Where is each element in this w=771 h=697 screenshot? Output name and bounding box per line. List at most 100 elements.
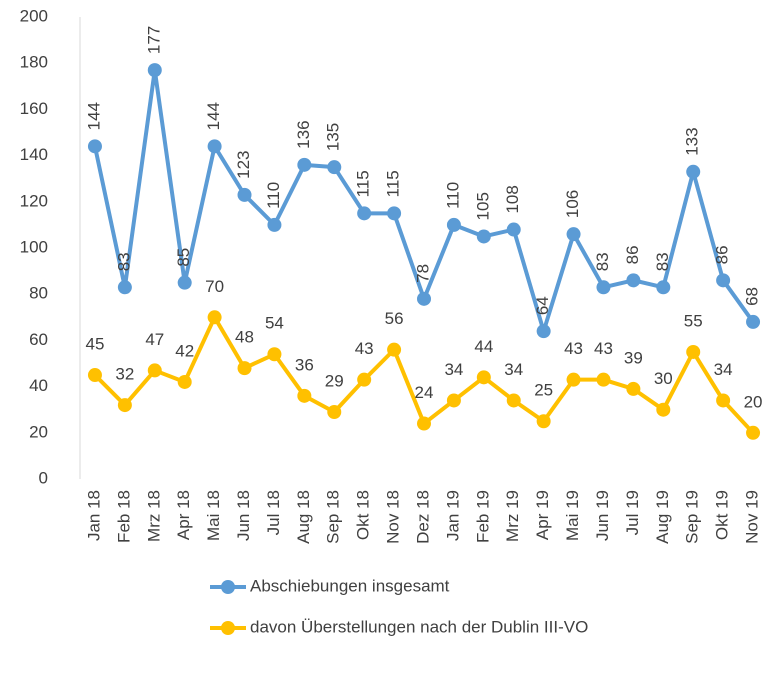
y-tick-label: 180 bbox=[20, 53, 48, 72]
data-label: 64 bbox=[533, 296, 552, 315]
data-point bbox=[357, 206, 372, 221]
y-tick-label: 140 bbox=[20, 145, 48, 164]
legend-label: Abschiebungen insgesamt bbox=[250, 576, 450, 595]
data-point bbox=[357, 372, 372, 387]
data-label: 30 bbox=[654, 369, 673, 388]
data-point bbox=[267, 217, 282, 232]
x-tick-label: Feb 18 bbox=[114, 490, 133, 543]
legend-marker bbox=[221, 621, 235, 635]
y-tick-label: 160 bbox=[20, 99, 48, 118]
data-label: 136 bbox=[294, 120, 313, 148]
data-label: 25 bbox=[534, 381, 553, 400]
x-tick-label: Okt 19 bbox=[713, 490, 732, 540]
data-label: 55 bbox=[684, 311, 703, 330]
data-point bbox=[87, 368, 102, 383]
data-point bbox=[207, 310, 222, 325]
data-label: 45 bbox=[85, 335, 104, 354]
data-label: 32 bbox=[115, 365, 134, 384]
data-label: 110 bbox=[264, 182, 283, 209]
data-point bbox=[446, 393, 461, 408]
x-tick-label: Nov 18 bbox=[384, 490, 403, 544]
data-point bbox=[177, 374, 192, 389]
x-tick-label: Sep 18 bbox=[324, 490, 343, 544]
data-label: 36 bbox=[295, 355, 314, 374]
x-tick-label: Mai 18 bbox=[204, 490, 223, 541]
data-point bbox=[417, 416, 431, 431]
y-tick-label: 40 bbox=[29, 376, 48, 395]
x-tick-label: Jul 19 bbox=[623, 490, 642, 535]
data-label: 56 bbox=[385, 309, 404, 328]
data-label: 177 bbox=[144, 26, 163, 54]
data-point bbox=[237, 187, 252, 202]
data-label: 78 bbox=[413, 264, 432, 283]
x-tick-label: Jan 19 bbox=[443, 490, 462, 541]
data-label: 108 bbox=[503, 185, 522, 213]
data-point bbox=[626, 273, 641, 288]
data-label: 86 bbox=[713, 245, 732, 264]
x-tick-label: Apr 18 bbox=[174, 490, 193, 540]
data-point bbox=[87, 139, 102, 154]
data-label: 133 bbox=[683, 127, 702, 155]
data-label: 43 bbox=[594, 339, 613, 358]
data-point bbox=[596, 280, 611, 295]
data-label: 39 bbox=[624, 348, 643, 367]
data-label: 47 bbox=[145, 330, 164, 349]
data-label: 144 bbox=[204, 102, 223, 130]
data-label: 29 bbox=[325, 371, 344, 390]
data-point bbox=[476, 229, 491, 244]
y-tick-label: 120 bbox=[20, 191, 48, 210]
data-point bbox=[387, 206, 402, 221]
data-label: 115 bbox=[354, 170, 373, 197]
x-tick-label: Jul 18 bbox=[264, 490, 283, 535]
data-point bbox=[626, 381, 641, 396]
data-label: 86 bbox=[623, 245, 642, 264]
data-label: 70 bbox=[205, 277, 224, 296]
data-point bbox=[566, 372, 581, 387]
data-label: 20 bbox=[744, 392, 763, 411]
x-tick-label: Mai 19 bbox=[563, 490, 582, 541]
data-label: 43 bbox=[355, 339, 374, 358]
data-point bbox=[536, 414, 551, 429]
data-label: 34 bbox=[714, 360, 733, 379]
x-tick-label: Apr 19 bbox=[533, 490, 552, 540]
data-point bbox=[207, 139, 222, 154]
data-label: 83 bbox=[593, 252, 612, 271]
x-tick-label: Aug 18 bbox=[294, 490, 313, 544]
data-point bbox=[596, 372, 611, 387]
x-tick-label: Sep 19 bbox=[683, 490, 702, 544]
data-point bbox=[686, 164, 701, 179]
data-label: 42 bbox=[175, 341, 194, 360]
data-point bbox=[147, 63, 162, 78]
data-point bbox=[506, 393, 521, 408]
x-tick-label: Nov 19 bbox=[743, 490, 762, 544]
x-tick-label: Dez 18 bbox=[413, 490, 432, 544]
x-tick-label: Okt 18 bbox=[354, 490, 373, 540]
data-point bbox=[267, 347, 282, 362]
data-point bbox=[147, 363, 162, 378]
x-tick-label: Jan 18 bbox=[84, 490, 103, 541]
x-tick-label: Jun 19 bbox=[593, 490, 612, 541]
data-label: 135 bbox=[324, 123, 343, 151]
data-label: 34 bbox=[504, 360, 523, 379]
data-label: 110 bbox=[443, 182, 462, 209]
legend-label: davon Überstellungen nach der Dublin III… bbox=[250, 617, 588, 636]
data-point bbox=[746, 425, 761, 440]
data-point bbox=[327, 405, 342, 420]
x-tick-label: Aug 19 bbox=[653, 490, 672, 544]
data-point bbox=[566, 227, 581, 242]
data-label: 48 bbox=[235, 328, 254, 347]
data-point bbox=[656, 280, 671, 295]
data-point bbox=[686, 344, 701, 359]
data-label: 43 bbox=[564, 339, 583, 358]
data-point bbox=[506, 222, 521, 237]
data-point bbox=[297, 157, 312, 172]
y-tick-label: 0 bbox=[39, 468, 48, 487]
data-point bbox=[387, 342, 402, 357]
data-label: 83 bbox=[114, 252, 133, 271]
data-point bbox=[446, 217, 461, 232]
x-tick-label: Mrz 19 bbox=[503, 490, 522, 542]
data-label: 106 bbox=[563, 190, 582, 218]
data-point bbox=[716, 273, 731, 288]
data-point bbox=[746, 314, 761, 329]
